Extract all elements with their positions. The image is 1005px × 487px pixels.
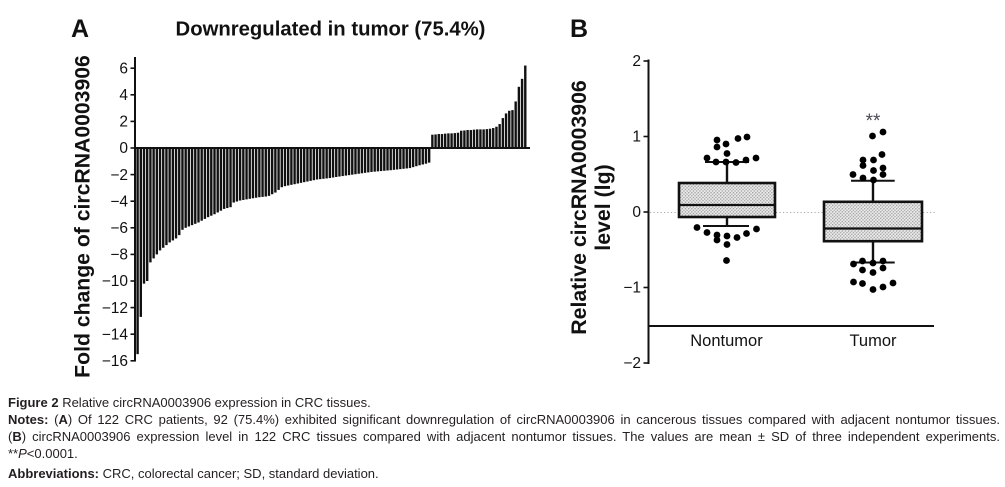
svg-text:−6: −6 (110, 220, 128, 237)
svg-text:Nontumor: Nontumor (690, 332, 763, 350)
svg-text:Relative circRNA0003906: Relative circRNA0003906 (567, 80, 591, 335)
svg-text:−16: −16 (102, 353, 128, 370)
svg-text:6: 6 (119, 60, 128, 77)
svg-text:**: ** (866, 111, 881, 132)
svg-text:Tumor: Tumor (849, 332, 897, 350)
svg-text:level (lg): level (lg) (591, 164, 615, 250)
svg-text:−4: −4 (110, 193, 128, 210)
svg-text:0: 0 (632, 204, 641, 221)
svg-text:B: B (570, 15, 588, 43)
svg-text:−8: −8 (110, 247, 128, 264)
svg-text:−10: −10 (102, 273, 129, 290)
svg-text:2: 2 (119, 114, 128, 131)
svg-text:A: A (71, 15, 89, 43)
svg-text:Fold change of circRNA0003906: Fold change of circRNA0003906 (72, 55, 95, 378)
svg-text:−2: −2 (623, 355, 641, 372)
svg-text:1: 1 (632, 129, 641, 146)
svg-text:0: 0 (119, 140, 128, 157)
svg-text:−12: −12 (102, 300, 128, 317)
svg-text:−14: −14 (102, 326, 129, 343)
svg-text:4: 4 (119, 87, 128, 104)
svg-text:−1: −1 (623, 280, 641, 297)
svg-text:−2: −2 (110, 167, 128, 184)
svg-text:Downregulated in tumor (75.4%): Downregulated in tumor (75.4%) (176, 19, 486, 41)
svg-text:2: 2 (632, 53, 641, 70)
